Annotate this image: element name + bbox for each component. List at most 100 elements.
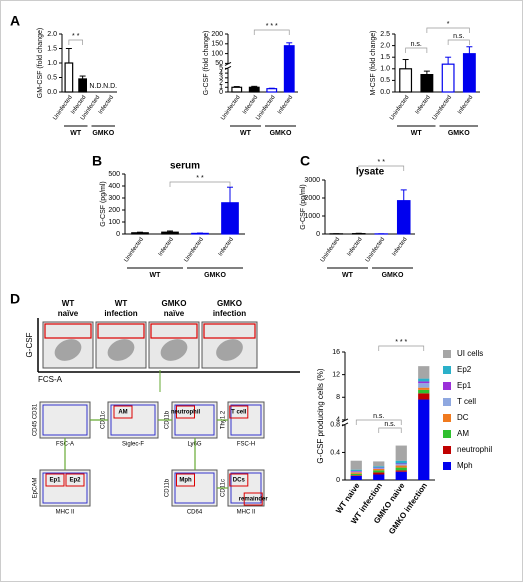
group-label: WT xyxy=(342,272,354,279)
bar-segment xyxy=(373,470,385,473)
bar-segment xyxy=(350,471,362,473)
gate xyxy=(176,473,195,487)
legend-label: T cell xyxy=(457,397,476,406)
y-tick-label: 3000 xyxy=(304,177,320,184)
y-tick-label: 1 xyxy=(219,84,223,91)
gate xyxy=(42,404,88,436)
significance-bracket xyxy=(355,419,402,425)
column-header: WT xyxy=(115,299,128,308)
value-label: N.D. xyxy=(103,83,117,90)
bar-segment xyxy=(418,393,430,400)
gate xyxy=(174,472,215,504)
bar-segment xyxy=(350,472,362,474)
column-header: naïve xyxy=(164,309,185,318)
bar xyxy=(191,232,209,235)
column-header: GMKO xyxy=(217,299,242,308)
bar xyxy=(266,88,278,93)
group-label: GMKO xyxy=(448,130,470,137)
y-tick-label: 150 xyxy=(211,41,223,48)
gate-label: Ep2 xyxy=(69,478,81,484)
bar xyxy=(283,45,295,93)
bar xyxy=(248,86,260,93)
gate xyxy=(113,405,133,419)
bar-segment xyxy=(373,468,385,469)
y-tick-label: 400 xyxy=(108,183,120,190)
bar xyxy=(462,53,476,93)
bar-segment xyxy=(350,469,362,472)
gate xyxy=(45,473,65,487)
legend-label: AM xyxy=(457,429,469,438)
significance-bracket xyxy=(358,165,405,171)
bar-segment xyxy=(373,472,385,475)
gate-label: Mph xyxy=(179,478,192,484)
gate xyxy=(65,473,85,487)
y-tick-label: 200 xyxy=(108,207,120,214)
panel-label: A xyxy=(10,13,20,29)
gate-x-label: FSC-H xyxy=(237,442,255,448)
gate-label: neutrophil xyxy=(171,410,201,416)
y-tick-label: 0 xyxy=(116,231,120,238)
bar-segment xyxy=(350,475,362,476)
bar-segment xyxy=(395,463,407,465)
gate xyxy=(97,323,145,339)
group-label: WT xyxy=(411,130,423,137)
flow-panel: WTnaïveWTinfectionGMKOnaïveGMKOinfection… xyxy=(25,299,300,516)
bar-segment xyxy=(395,471,407,480)
bar-segment xyxy=(373,466,385,468)
significance-label: n.s. xyxy=(411,41,422,48)
bar xyxy=(221,202,239,235)
bar-segment xyxy=(395,467,407,471)
y-tick-label: 4 xyxy=(219,70,223,77)
gate-label: Ep1 xyxy=(49,478,61,484)
legend-label: UI cells xyxy=(457,349,483,358)
legend-swatch xyxy=(443,350,451,358)
significance-bracket xyxy=(169,181,231,187)
bar xyxy=(78,78,88,93)
column-header: naïve xyxy=(58,309,79,318)
gate-y-label: CD11b xyxy=(165,478,171,497)
bar-segment xyxy=(418,378,430,382)
gate-x-label: Siglec-F xyxy=(122,442,144,448)
gate xyxy=(229,405,249,419)
gate xyxy=(110,404,156,436)
flow-density xyxy=(160,339,188,361)
legend-swatch xyxy=(443,398,451,406)
y-tick-label: 2000 xyxy=(304,195,320,202)
y-tick-label: 0.8 xyxy=(330,422,340,429)
y-tick-label: 0 xyxy=(316,231,320,238)
y-tick-label: 2 xyxy=(219,79,223,86)
group-label: GMKO xyxy=(92,130,114,137)
panel-label: D xyxy=(10,291,20,307)
y-tick-label: 12 xyxy=(332,371,340,378)
legend-swatch xyxy=(443,382,451,390)
significance-label: n.s. xyxy=(453,33,464,40)
bar-segment xyxy=(373,468,385,471)
bar-segment xyxy=(395,464,407,466)
bar-segment xyxy=(418,381,430,384)
gate-x-label: MHC II xyxy=(56,510,75,516)
significance-bracket xyxy=(447,39,470,45)
y-tick-label: 100 xyxy=(108,219,120,226)
column-header: GMKO xyxy=(162,299,187,308)
bar-segment xyxy=(350,460,362,470)
chart-title: lysate xyxy=(356,167,385,178)
y-tick-label: 1.5 xyxy=(47,45,57,52)
flow-y-label: G-CSF xyxy=(25,332,34,357)
value-label: N.D. xyxy=(89,83,103,90)
legend-label: Ep2 xyxy=(457,365,472,374)
legend-label: DC xyxy=(457,413,469,422)
gate xyxy=(230,404,262,436)
y-tick-label: 0.0 xyxy=(47,89,57,96)
bar-segment xyxy=(395,470,407,472)
group-label: WT xyxy=(150,272,162,279)
column-header: infection xyxy=(213,309,246,318)
y-tick-label: 1000 xyxy=(304,213,320,220)
y-tick-label: 500 xyxy=(108,171,120,178)
bar xyxy=(64,62,74,93)
y-tick-label: 0.5 xyxy=(47,74,57,81)
bar-segment xyxy=(350,473,362,476)
bar xyxy=(131,232,149,235)
gate-plot xyxy=(227,469,265,507)
significance-label: * * xyxy=(378,159,386,166)
